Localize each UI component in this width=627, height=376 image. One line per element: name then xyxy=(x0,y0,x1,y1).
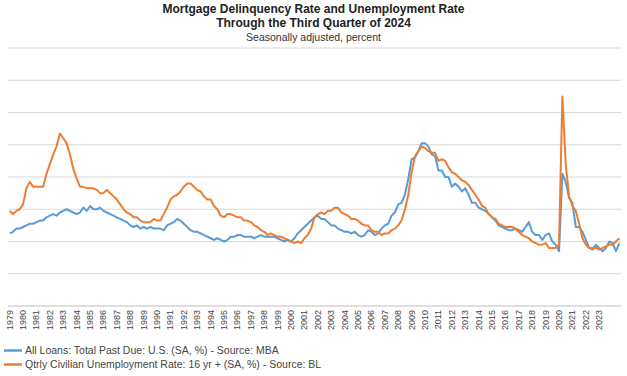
x-tick-label: 2023 xyxy=(594,310,604,330)
subtitle: Seasonally adjusted, percent xyxy=(246,31,381,43)
x-tick-label: 2010 xyxy=(420,310,430,330)
x-tick-label: 2011 xyxy=(433,310,443,329)
x-tick-label: 2013 xyxy=(460,310,470,330)
chart: Mortgage Delinquency Rate and Unemployme… xyxy=(0,0,627,376)
x-tick-label: 1993 xyxy=(192,310,202,330)
grid-line xyxy=(8,273,621,274)
grid-line xyxy=(8,241,621,242)
x-tick-label: 2016 xyxy=(500,310,510,330)
x-tick-label: 1980 xyxy=(18,310,28,330)
x-tick-label: 2020 xyxy=(554,310,564,330)
x-tick-label: 2005 xyxy=(353,310,363,330)
legend-label: All Loans: Total Past Due: U.S. (SA, %) … xyxy=(25,344,279,356)
x-tick-label: 1998 xyxy=(259,310,269,330)
x-tick-label: 2008 xyxy=(393,310,403,330)
x-tick-label: 1999 xyxy=(273,310,283,330)
grid-line xyxy=(8,80,621,81)
grid-line xyxy=(8,112,621,113)
x-tick-label: 1992 xyxy=(179,310,189,330)
x-tick-label: 2012 xyxy=(447,310,457,330)
x-tick-label: 1995 xyxy=(219,310,229,330)
x-tick-label: 1985 xyxy=(85,310,95,330)
x-tick-label: 1991 xyxy=(165,310,175,330)
x-tick-label: 1983 xyxy=(58,310,68,330)
x-tick-label: 2019 xyxy=(541,310,551,330)
x-tick-label: 2003 xyxy=(326,310,336,330)
title: Through the Third Quarter of 2024 xyxy=(216,16,411,30)
x-tick-label: 2007 xyxy=(380,310,390,330)
legend-swatch xyxy=(4,363,22,366)
x-tick-label: 2017 xyxy=(514,310,524,330)
x-tick-label: 1988 xyxy=(125,310,135,330)
x-tick-label: 2006 xyxy=(366,310,376,330)
legend-swatch xyxy=(4,349,22,352)
x-tick-label: 1987 xyxy=(112,310,122,330)
title: Mortgage Delinquency Rate and Unemployme… xyxy=(162,2,464,16)
x-tick-label: 2000 xyxy=(286,310,296,330)
x-tick-label: 1990 xyxy=(152,310,162,330)
grid-line xyxy=(8,209,621,210)
x-tick-label: 1997 xyxy=(246,310,256,330)
x-tick-label: 1982 xyxy=(45,310,55,330)
x-tick-label: 2009 xyxy=(407,310,417,330)
grid-line xyxy=(8,48,621,49)
x-tick-label: 2021 xyxy=(567,310,577,330)
grid-line xyxy=(8,177,621,178)
x-tick-label: 1981 xyxy=(31,310,41,330)
x-tick-label: 2015 xyxy=(487,310,497,330)
x-tick-label: 2018 xyxy=(527,310,537,330)
x-tick-label: 2004 xyxy=(340,310,350,330)
x-tick-label: 1984 xyxy=(72,310,82,330)
x-tick-label: 2001 xyxy=(299,310,309,330)
grid-line xyxy=(8,306,621,307)
x-tick-label: 2014 xyxy=(474,310,484,330)
x-tick-label: 2022 xyxy=(581,310,591,330)
series-group xyxy=(10,96,620,251)
x-tick-label: 1986 xyxy=(98,310,108,330)
legend-label: Qtrly Civilian Unemployment Rate: 16 yr … xyxy=(25,358,321,370)
x-tick-label: 1996 xyxy=(232,310,242,330)
series-line xyxy=(10,96,620,249)
x-tick-label: 1989 xyxy=(139,310,149,330)
x-tick-label: 2002 xyxy=(313,310,323,330)
x-tick-label: 1994 xyxy=(206,310,216,330)
x-tick-label: 1979 xyxy=(5,310,15,330)
series-line xyxy=(10,143,620,251)
grid-line xyxy=(8,144,621,145)
